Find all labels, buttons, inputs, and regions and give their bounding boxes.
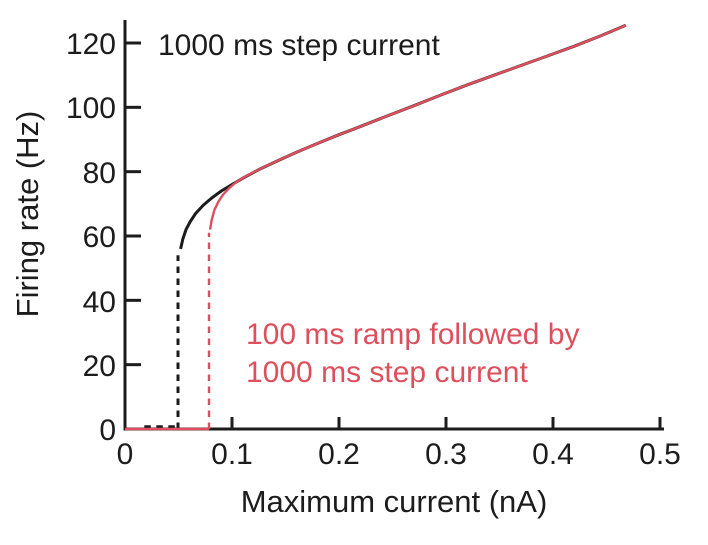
y-tick-label-0: 0: [99, 414, 116, 447]
x-tick-label-0: 0: [117, 438, 134, 471]
x-tick-label-0.4: 0.4: [532, 438, 574, 471]
x-axis-ticks: [123, 417, 662, 429]
red-series-label-line2: 1000 ms step current: [246, 356, 528, 389]
y-tick-label-100: 100: [66, 92, 116, 125]
y-tick-labels: 0 20 40 60 80 100 120: [66, 28, 116, 447]
black-series-label: 1000 ms step current: [158, 29, 440, 62]
y-axis-ticks: [125, 41, 141, 431]
y-tick-label-60: 60: [83, 221, 116, 254]
x-axis-title: Maximum current (nA): [241, 484, 548, 519]
ramp-curve-solid: [208, 24, 627, 230]
x-tick-labels: 0 0.1 0.2 0.3 0.4 0.5: [117, 438, 681, 471]
y-tick-label-40: 40: [83, 286, 116, 319]
y-tick-label-120: 120: [66, 28, 116, 61]
x-tick-label-0.2: 0.2: [318, 438, 360, 471]
x-tick-label-0.5: 0.5: [639, 438, 681, 471]
red-series-label-line1: 100 ms ramp followed by: [246, 318, 580, 351]
x-tick-label-0.3: 0.3: [425, 438, 467, 471]
x-tick-label-0.1: 0.1: [211, 438, 253, 471]
y-tick-label-20: 20: [83, 350, 116, 383]
data-curves: [125, 23, 627, 431]
y-axis-title: Firing rate (Hz): [10, 111, 45, 318]
y-tick-label-80: 80: [83, 157, 116, 190]
